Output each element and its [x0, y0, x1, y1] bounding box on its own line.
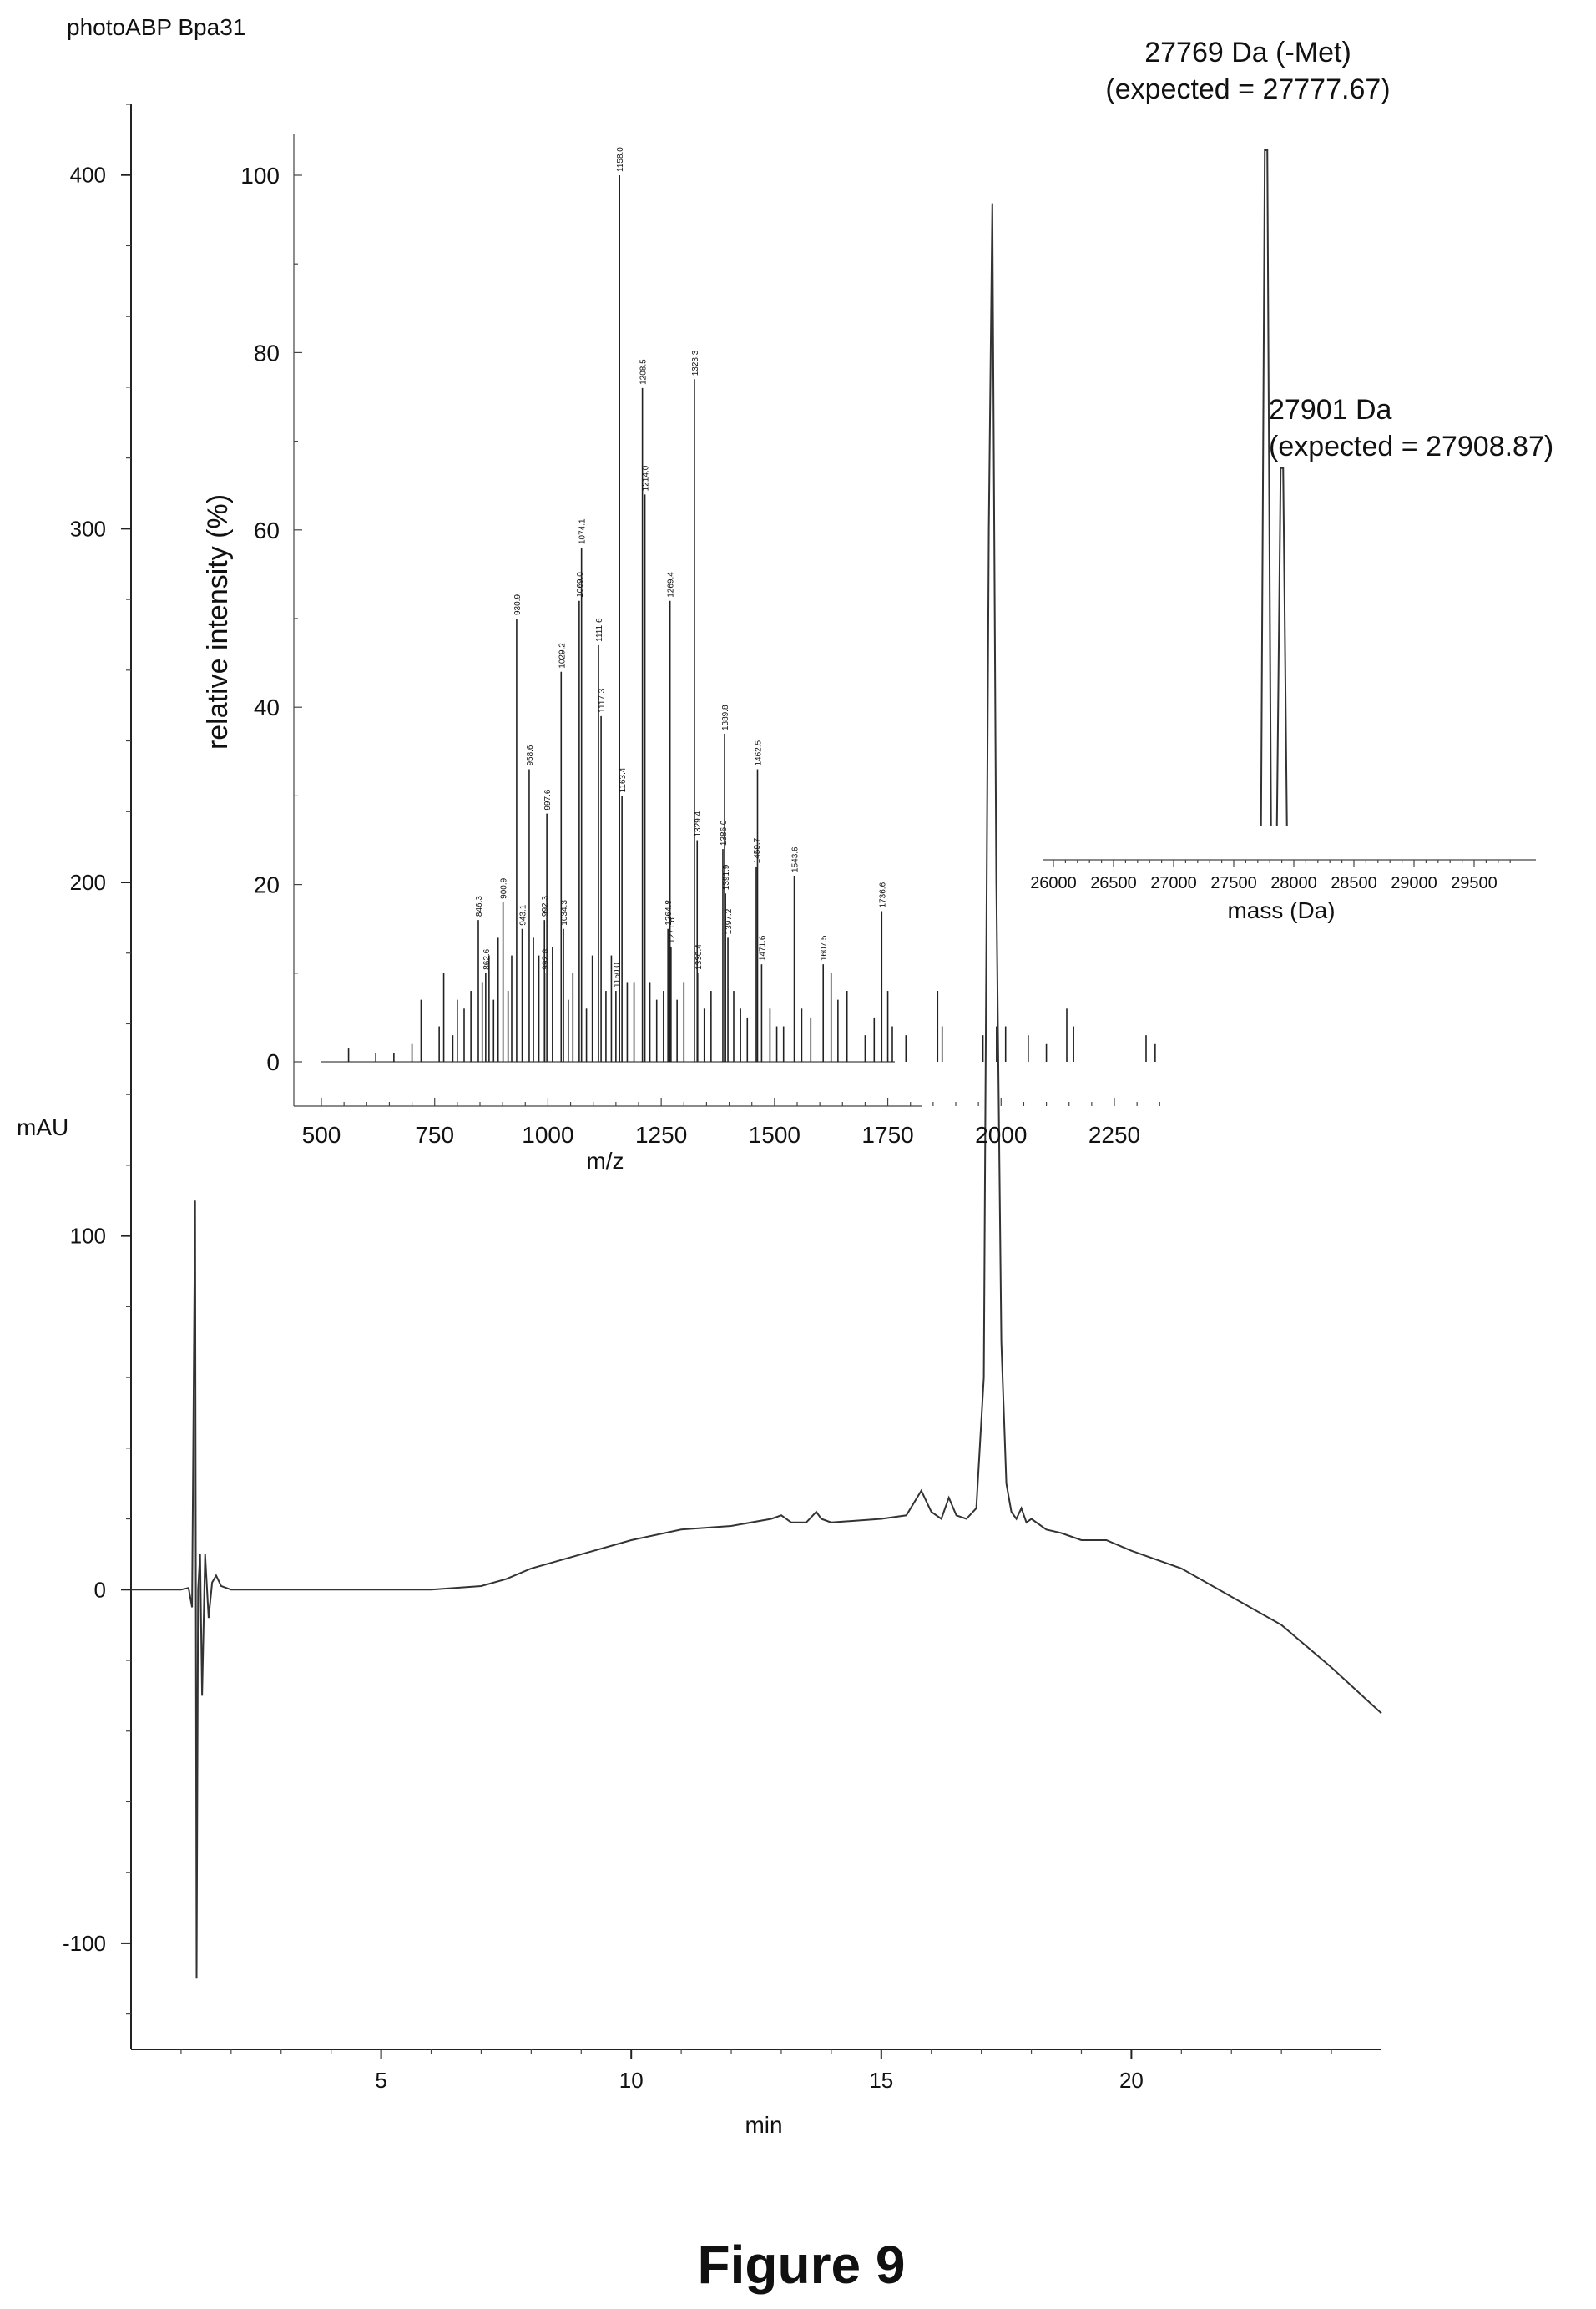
- chromatogram-y-tick-label: 300: [70, 516, 106, 541]
- ms-y-tick-label: 100: [240, 163, 280, 189]
- ms-peak-label: 1163.4: [619, 767, 628, 792]
- chromatogram-y-tick-label: 400: [70, 163, 106, 188]
- chromatogram-x-tick-label: 10: [619, 2068, 644, 2093]
- ms-spectrum-axes: 0 20 40 60 80 100 500 750 1000 1250 1500 1750 2000 22…: [240, 134, 1160, 1148]
- peak2-annotation-line1: 27901 Da: [1269, 394, 1392, 426]
- deconvoluted-peaks: [1260, 149, 1288, 827]
- deconvoluted-x-tick-label: 27500: [1210, 874, 1257, 892]
- ms-x-tick-label: 1000: [522, 1122, 573, 1148]
- deconvoluted-axes: 26000 26500 27000 27500 28000 28500 29000 29500: [1030, 859, 1536, 892]
- ms-peak-label: 1607.5: [820, 935, 829, 961]
- ms-peak-label: 1459.7: [753, 837, 762, 863]
- ms-peak-label: 1323.3: [691, 350, 700, 376]
- ms-peak-label: 997.6: [543, 789, 553, 810]
- chart-title: photoABP Bpa31: [67, 14, 245, 40]
- ms-peak-label: 1034.3: [560, 900, 569, 926]
- ms-x-tick-label: 500: [302, 1122, 341, 1148]
- deconvoluted-x-tick-label: 28500: [1331, 874, 1377, 892]
- peak1-annotation-line1: 27769 Da (-Met): [1144, 37, 1351, 68]
- ms-peak-label: 1150.0: [613, 963, 622, 988]
- ms-x-axis-label: m/z: [586, 1148, 624, 1174]
- ms-peak-label: 1389.8: [721, 705, 730, 730]
- chromatogram-y-tick-label: 100: [70, 1224, 106, 1249]
- ms-y-tick-label: 20: [254, 872, 280, 898]
- chromatogram-line: [131, 203, 1382, 1979]
- deconvoluted-x-tick-label: 26000: [1030, 874, 1077, 892]
- ms-peak-label: 1329.4: [694, 811, 703, 836]
- ms-peak-label: 1214.0: [642, 465, 651, 491]
- ms-peak-label: 1736.6: [878, 882, 887, 907]
- ms-x-tick-label: 1750: [861, 1122, 913, 1148]
- ms-y-tick-label: 80: [254, 340, 280, 366]
- figure-caption: Figure 9: [698, 2235, 906, 2295]
- deconvoluted-x-tick-label: 26500: [1090, 874, 1137, 892]
- deconvoluted-x-tick-label: 29500: [1451, 874, 1498, 892]
- ms-peak-label: 1391.9: [722, 864, 731, 890]
- chromatogram-y-tick-label: -100: [63, 1931, 106, 1956]
- ms-x-tick-label: 750: [415, 1122, 454, 1148]
- ms-peak-label: 1397.2: [725, 908, 734, 934]
- ms-peak-label: 1069.0: [576, 572, 585, 598]
- deconvoluted-x-tick-label: 29000: [1391, 874, 1437, 892]
- ms-peak-label: 992.3: [541, 896, 550, 917]
- peak2-annotation-line2: (expected = 27908.87): [1269, 431, 1553, 462]
- ms-peak-label: 1271.6: [668, 917, 677, 943]
- ms-x-tick-label: 1500: [749, 1122, 801, 1148]
- ms-peak-label: 1543.6: [791, 846, 801, 872]
- ms-peak-label: 1111.6: [595, 618, 604, 642]
- ms-peak-label: 1330.4: [694, 944, 704, 970]
- ms-peak-label: 958.6: [526, 745, 535, 765]
- ms-peak-label: 1074.1: [578, 518, 588, 544]
- deconvoluted-x-tick-label: 28000: [1270, 874, 1317, 892]
- ms-peak-label: 1117.3: [598, 688, 607, 713]
- ms-peak-label: 1158.0: [616, 147, 625, 172]
- ms-peak-label: 1029.2: [558, 643, 567, 669]
- peak1-annotation-line2: (expected = 27777.67): [1105, 73, 1390, 105]
- y-axis-label: mAU: [17, 1114, 68, 1140]
- ms-peak-label: 1264.8: [664, 900, 674, 926]
- ms-x-tick-label: 2250: [1088, 1122, 1140, 1148]
- ms-peak-label: 1269.4: [667, 572, 676, 598]
- ms-y-tick-label: 40: [254, 695, 280, 720]
- ms-x-tick-label: 1250: [635, 1122, 687, 1148]
- chromatogram-y-tick-label: 200: [70, 870, 106, 895]
- chromatogram-x-tick-label: 20: [1119, 2068, 1144, 2093]
- ms-peak-label: 930.9: [513, 594, 523, 615]
- ms-peak-label: 943.1: [519, 904, 528, 925]
- ms-peak-label: 862.6: [482, 948, 492, 969]
- chromatogram-y-tick-label: 0: [94, 1577, 106, 1602]
- deconvoluted-peak: [1260, 149, 1272, 827]
- ms-peak-label: 992.8: [542, 948, 551, 969]
- ms-peak-label: 1462.5: [755, 740, 764, 766]
- deconvoluted-peak: [1275, 467, 1288, 827]
- ms-spectrum-peaks: 846.3 862.6 900.9 930.9 943.1 958.6 992.8 992.3…: [347, 147, 1156, 1062]
- ms-peak-label: 1471.6: [758, 935, 767, 961]
- ms-peak-label: 1208.5: [639, 359, 649, 385]
- chromatogram-x-tick-label: 5: [375, 2068, 386, 2093]
- ms-peak-label: 846.3: [475, 896, 484, 917]
- chromatogram-x-tick-label: 15: [869, 2068, 893, 2093]
- ms-y-tick-label: 0: [266, 1049, 280, 1075]
- ms-y-tick-label: 60: [254, 518, 280, 543]
- deconvoluted-x-tick-label: 27000: [1150, 874, 1197, 892]
- x-axis-label: min: [745, 2112, 782, 2138]
- ms-peak-label: 900.9: [500, 877, 509, 898]
- ms-x-tick-label: 2000: [975, 1122, 1027, 1148]
- chromatogram-trace: [131, 203, 1382, 1979]
- deconvoluted-x-axis-label: mass (Da): [1227, 897, 1335, 923]
- ms-y-axis-label: relative intensity (%): [202, 494, 234, 750]
